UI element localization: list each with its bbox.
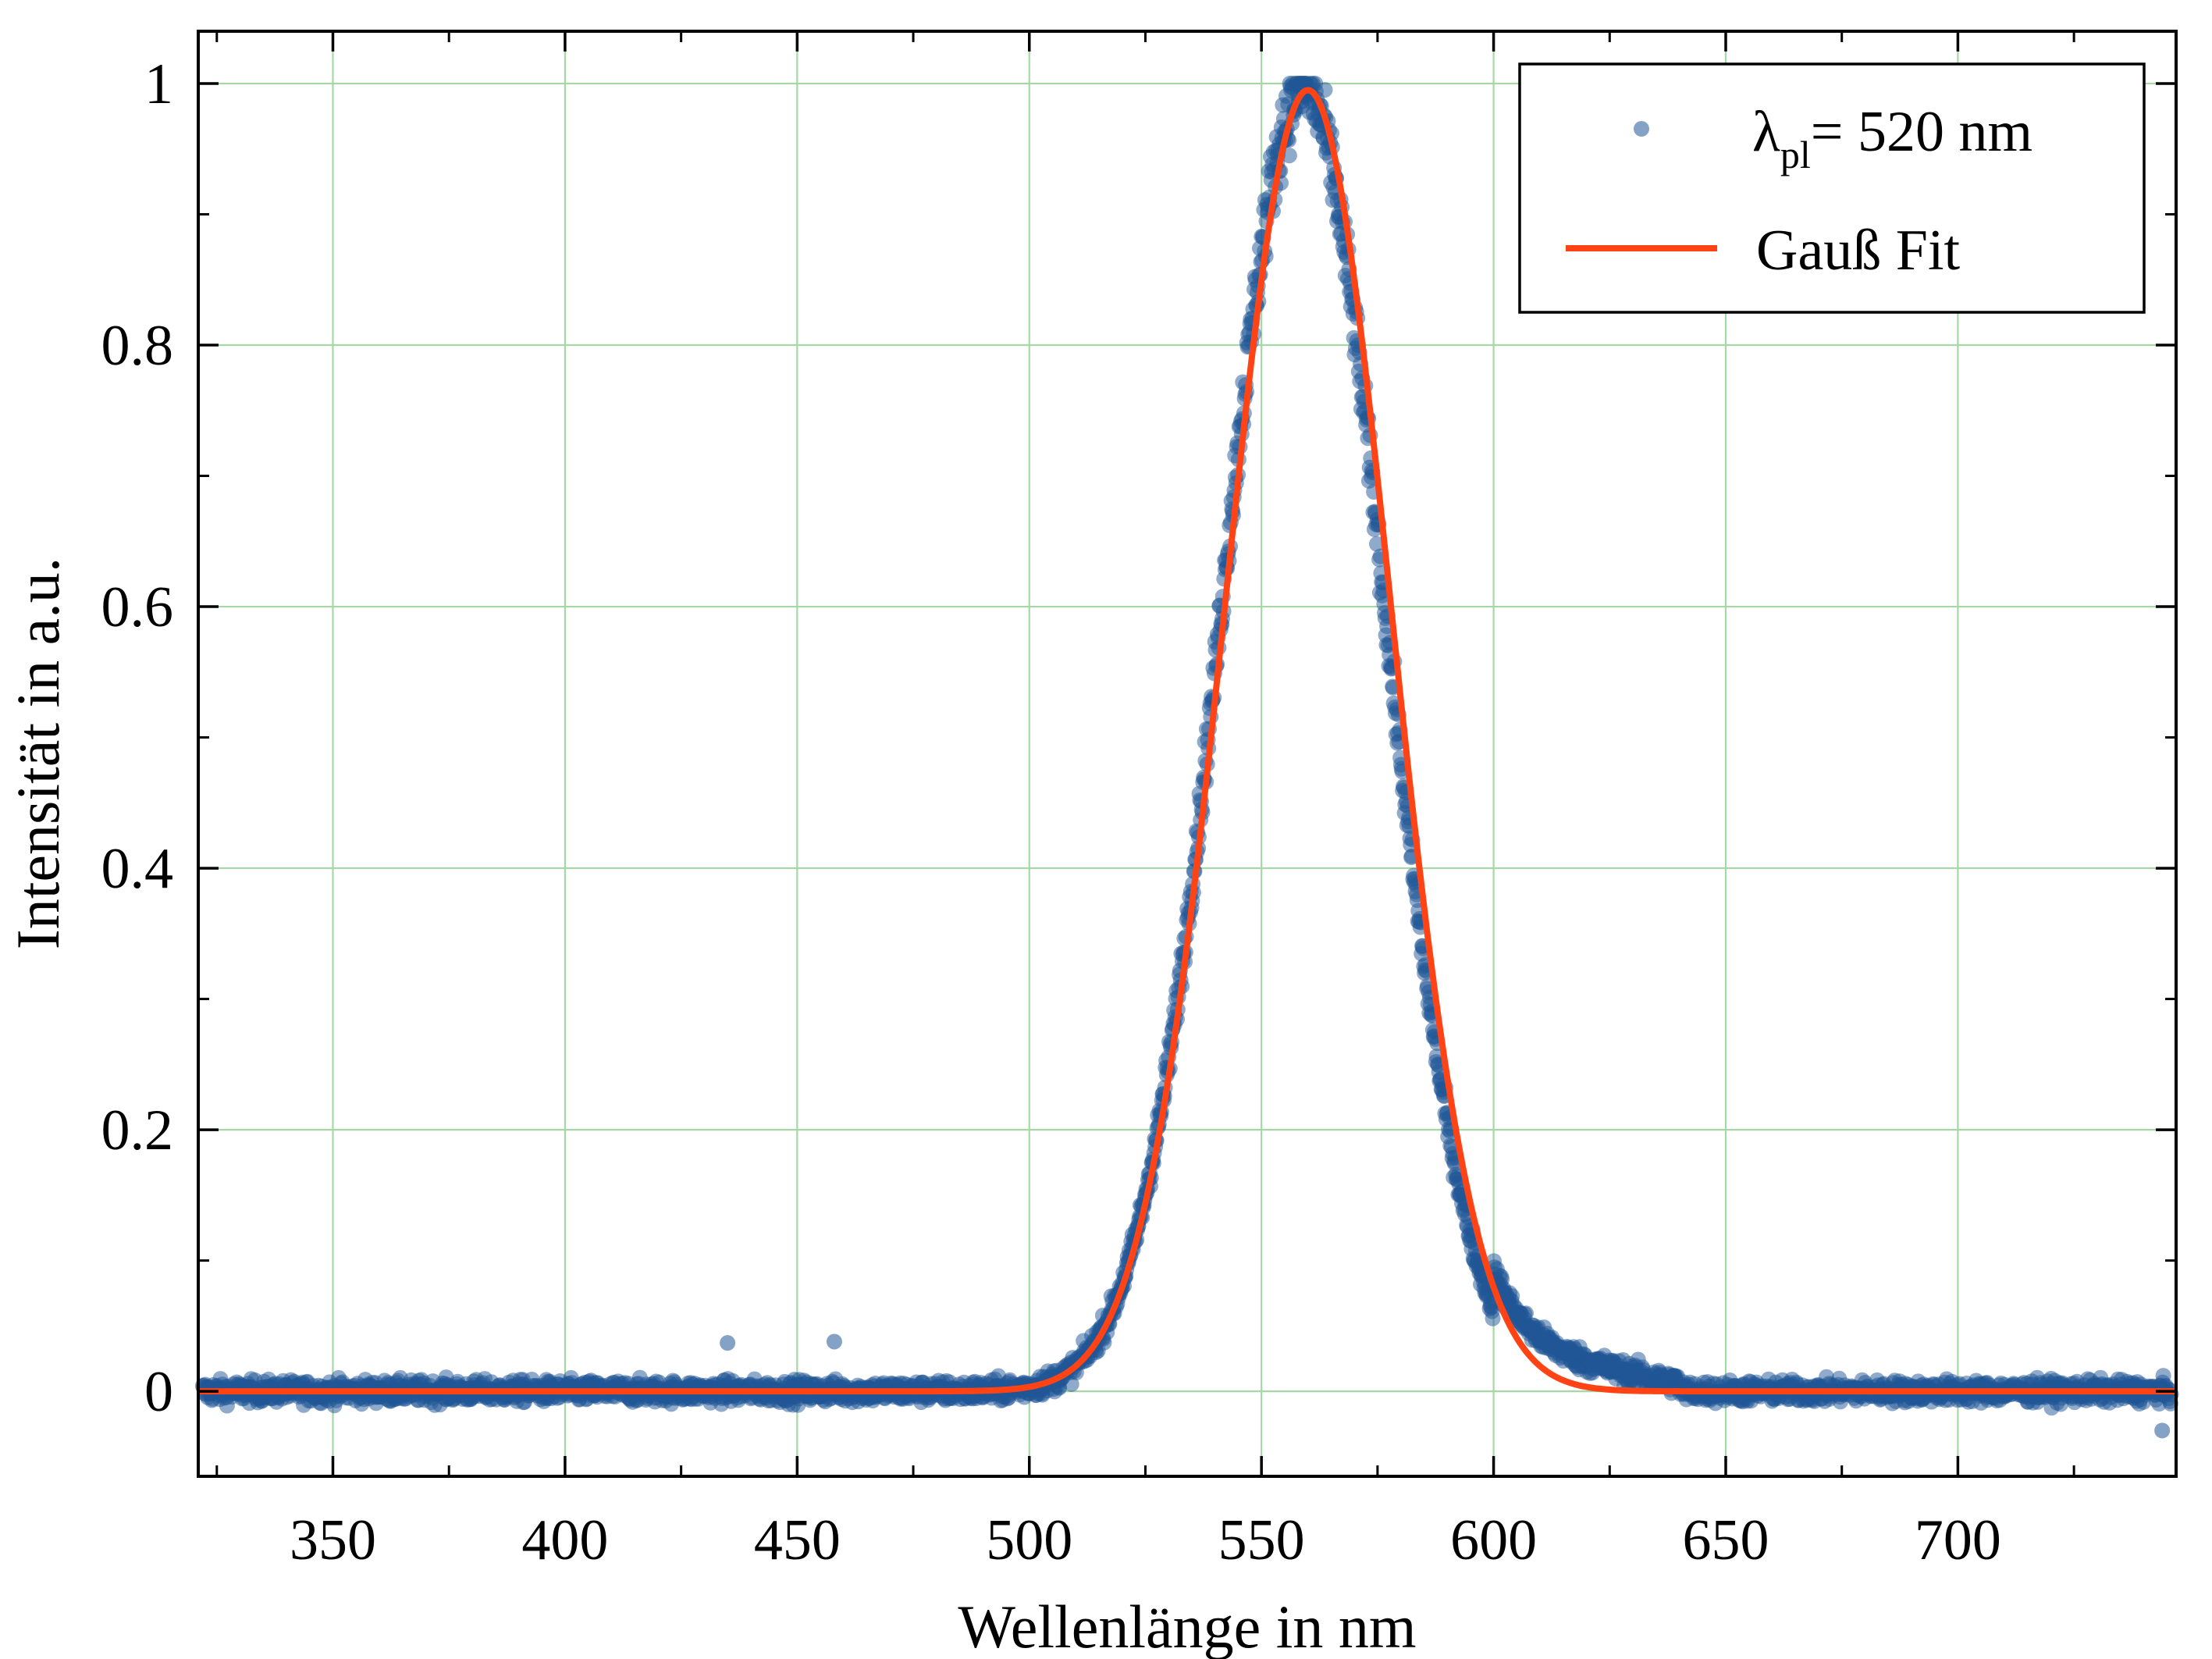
- x-tick-label: 600: [1450, 1508, 1537, 1572]
- data-point: [1281, 148, 1297, 164]
- legend-subscript: pl: [1780, 133, 1811, 176]
- x-tick-labels: 350 400 450 500 550 600 650 700: [290, 1508, 2001, 1572]
- data-point: [1485, 1310, 1501, 1326]
- data-point: [1369, 536, 1385, 552]
- y-axis-label: Intensität in a.u.: [4, 557, 72, 950]
- x-tick-label: 450: [754, 1508, 841, 1572]
- legend: λpl= 520 nm Gauß Fit: [1518, 62, 2146, 314]
- y-tick-label: 0.6: [101, 575, 174, 639]
- x-tick-label: 400: [521, 1508, 608, 1572]
- legend-label-fit: Gauß Fit: [1756, 219, 1961, 283]
- data-point: [720, 1335, 736, 1351]
- legend-value: = 520 nm: [1811, 100, 2032, 164]
- y-tick-label: 0.4: [101, 837, 174, 901]
- y-tick-label: 0.8: [101, 314, 174, 378]
- x-axis-label: Wellenlänge in nm: [958, 1593, 1416, 1659]
- y-tick-label: 0: [144, 1360, 173, 1424]
- data-point: [1317, 82, 1333, 98]
- x-tick-label: 550: [1218, 1508, 1305, 1572]
- y-tick-label: 0.2: [101, 1098, 174, 1162]
- x-tick-label: 700: [1915, 1508, 2001, 1572]
- x-tick-label: 500: [986, 1508, 1072, 1572]
- x-tick-label: 350: [290, 1508, 376, 1572]
- x-tick-label: 650: [1683, 1508, 1769, 1572]
- data-point: [826, 1333, 842, 1350]
- legend-scatter-marker: [1634, 121, 1649, 137]
- legend-lambda: λ: [1752, 100, 1780, 164]
- y-tick-labels: 0 0.2 0.4 0.6 0.8 1: [101, 52, 174, 1424]
- data-point: [2154, 1422, 2171, 1439]
- y-tick-label: 1: [144, 52, 173, 116]
